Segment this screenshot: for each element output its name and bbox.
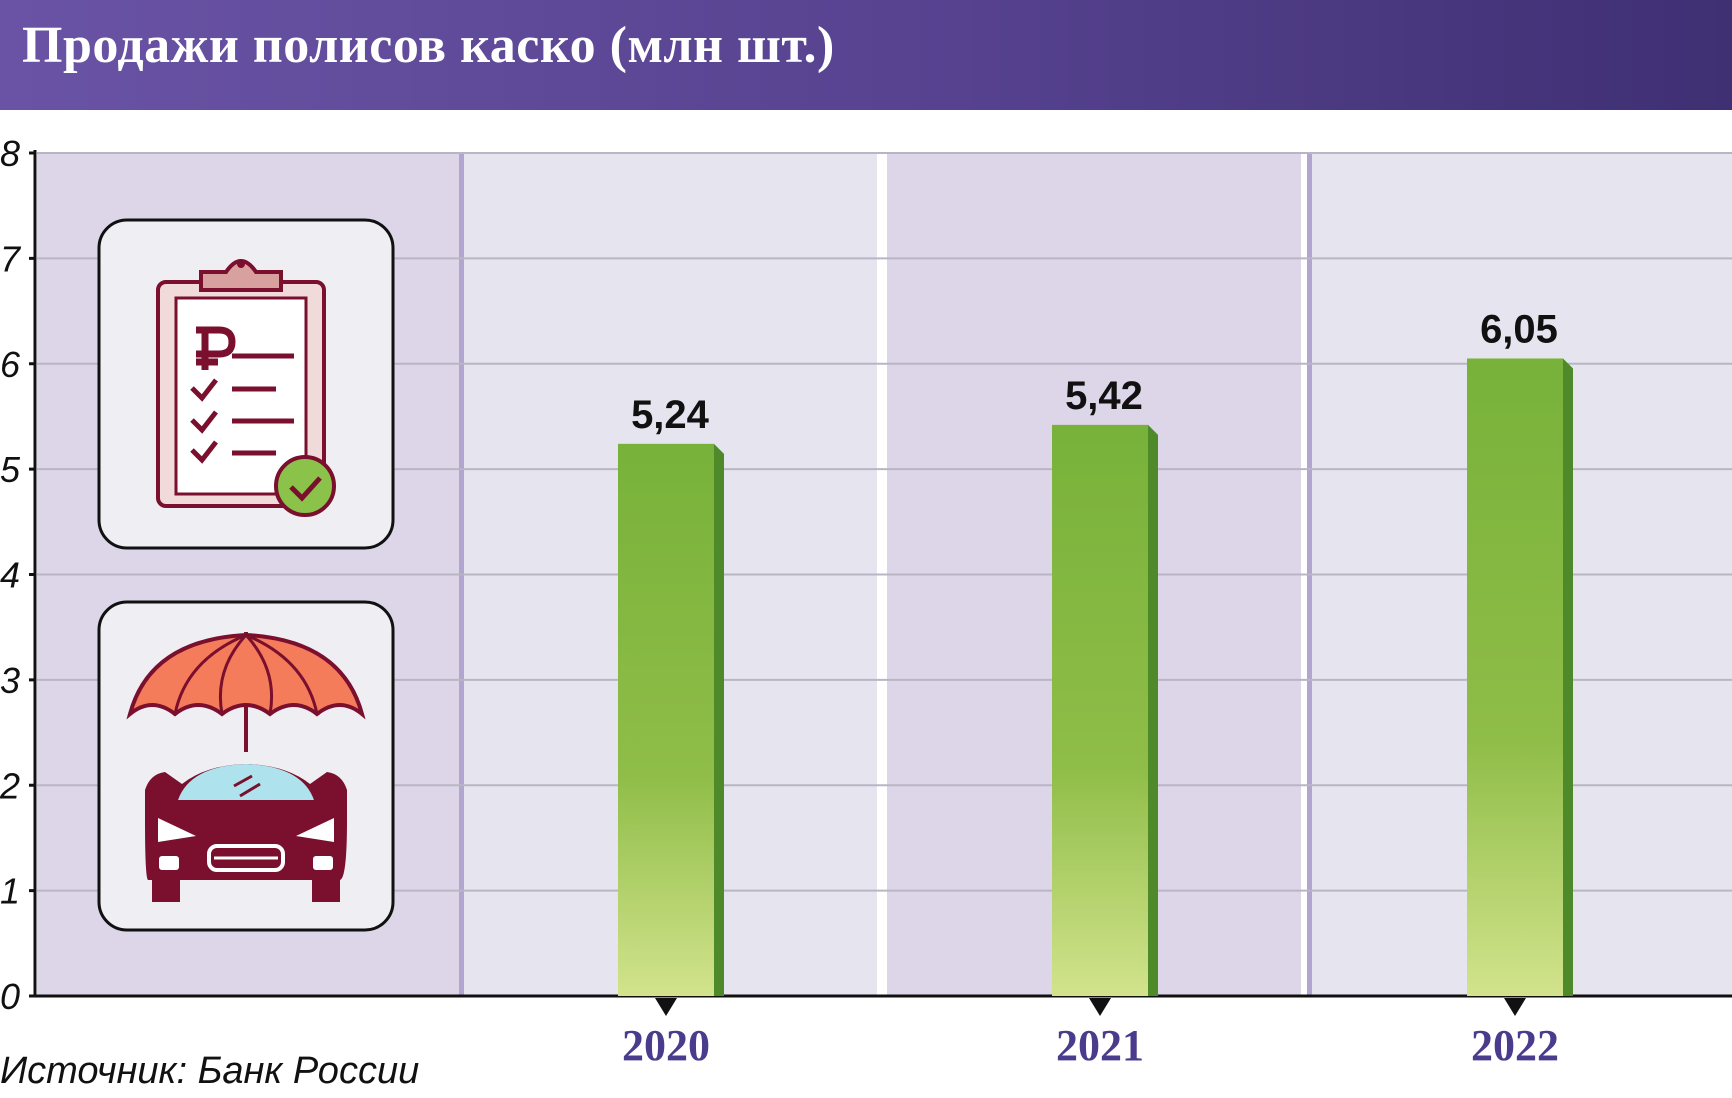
source-note: Источник: Банк России (0, 1050, 420, 1092)
y-axis-ticks: 0 1 2 3 4 5 6 7 8 (0, 133, 35, 1017)
x-label-2021: 2021 (1056, 1021, 1144, 1070)
bar-side-2021 (1148, 424, 1158, 996)
y-tick-label: 7 (0, 238, 22, 279)
x-axis-labels: 2020 2021 2022 (622, 998, 1559, 1070)
bar-side-2020 (714, 443, 724, 997)
value-label-2022: 6,05 (1480, 307, 1558, 351)
bar-2021 (1052, 424, 1148, 996)
y-tick-label: 5 (0, 449, 21, 490)
page-title: Продажи полисов каско (млн шт.) (22, 17, 835, 74)
x-tick-marker (655, 998, 677, 1016)
x-tick-marker (1089, 998, 1111, 1016)
umbrella-car-icon (97, 600, 395, 932)
x-label-2020: 2020 (622, 1021, 710, 1070)
bars: 5,24 5,42 6,05 (618, 307, 1573, 997)
header-bar: Продажи полисов каско (млн шт.) (0, 0, 1732, 110)
bar-side-2022 (1563, 358, 1573, 996)
value-label-2021: 5,42 (1065, 374, 1143, 418)
x-tick-marker (1504, 998, 1526, 1016)
y-tick-label: 1 (0, 871, 20, 912)
x-label-2022: 2022 (1471, 1021, 1559, 1070)
y-tick-label: 8 (0, 133, 20, 174)
y-tick-label: 4 (0, 555, 20, 596)
clipboard-ruble-checklist-icon (97, 218, 395, 550)
y-tick-label: 3 (0, 660, 20, 701)
y-tick-label: 6 (0, 344, 21, 385)
y-tick-label: 2 (0, 765, 20, 806)
y-tick-label: 0 (0, 976, 20, 1017)
value-label-2020: 5,24 (631, 393, 710, 437)
bar-2022 (1467, 358, 1563, 996)
bar-2020 (618, 443, 714, 997)
